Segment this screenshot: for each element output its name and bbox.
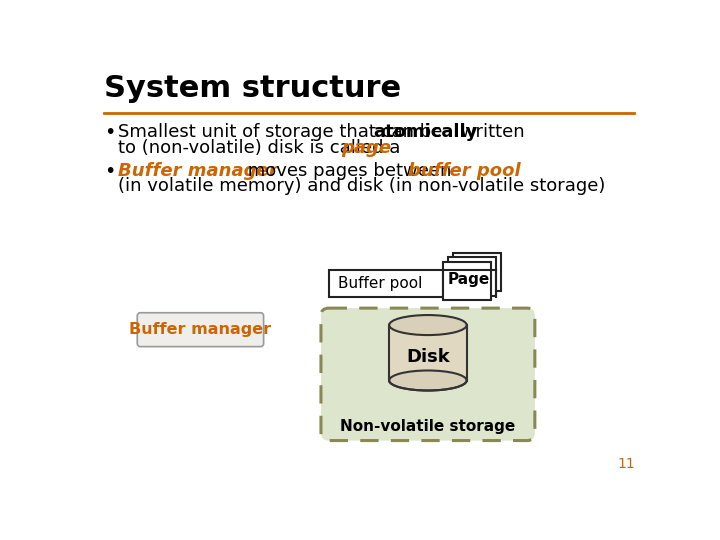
Text: Buffer manager: Buffer manager: [118, 162, 277, 180]
Text: •: •: [104, 123, 115, 143]
Text: System structure: System structure: [104, 74, 401, 103]
Text: Buffer manager: Buffer manager: [130, 322, 271, 337]
Ellipse shape: [389, 370, 467, 390]
Text: buffer pool: buffer pool: [408, 162, 521, 180]
Text: (in volatile memory) and disk (in non-volatile storage): (in volatile memory) and disk (in non-vo…: [118, 177, 606, 195]
Text: 11: 11: [617, 457, 635, 471]
Bar: [448, 257, 496, 296]
Ellipse shape: [389, 315, 467, 335]
Text: Smallest unit of storage that can be: Smallest unit of storage that can be: [118, 123, 448, 141]
Text: moves pages between: moves pages between: [242, 162, 456, 180]
FancyBboxPatch shape: [321, 308, 535, 441]
Bar: [453, 253, 500, 291]
Text: Buffer pool: Buffer pool: [338, 276, 422, 291]
Bar: [444, 262, 492, 300]
Text: Page: Page: [448, 272, 490, 287]
Text: Disk: Disk: [406, 348, 450, 367]
Bar: [329, 269, 444, 298]
Text: •: •: [104, 162, 115, 181]
Text: to (non-volatile) disk is called a: to (non-volatile) disk is called a: [118, 139, 406, 157]
Text: written: written: [454, 123, 524, 141]
Text: atomically: atomically: [374, 123, 478, 141]
FancyBboxPatch shape: [138, 313, 264, 347]
Text: page: page: [341, 139, 392, 157]
Text: Non-volatile storage: Non-volatile storage: [341, 419, 516, 434]
Bar: [389, 325, 467, 381]
